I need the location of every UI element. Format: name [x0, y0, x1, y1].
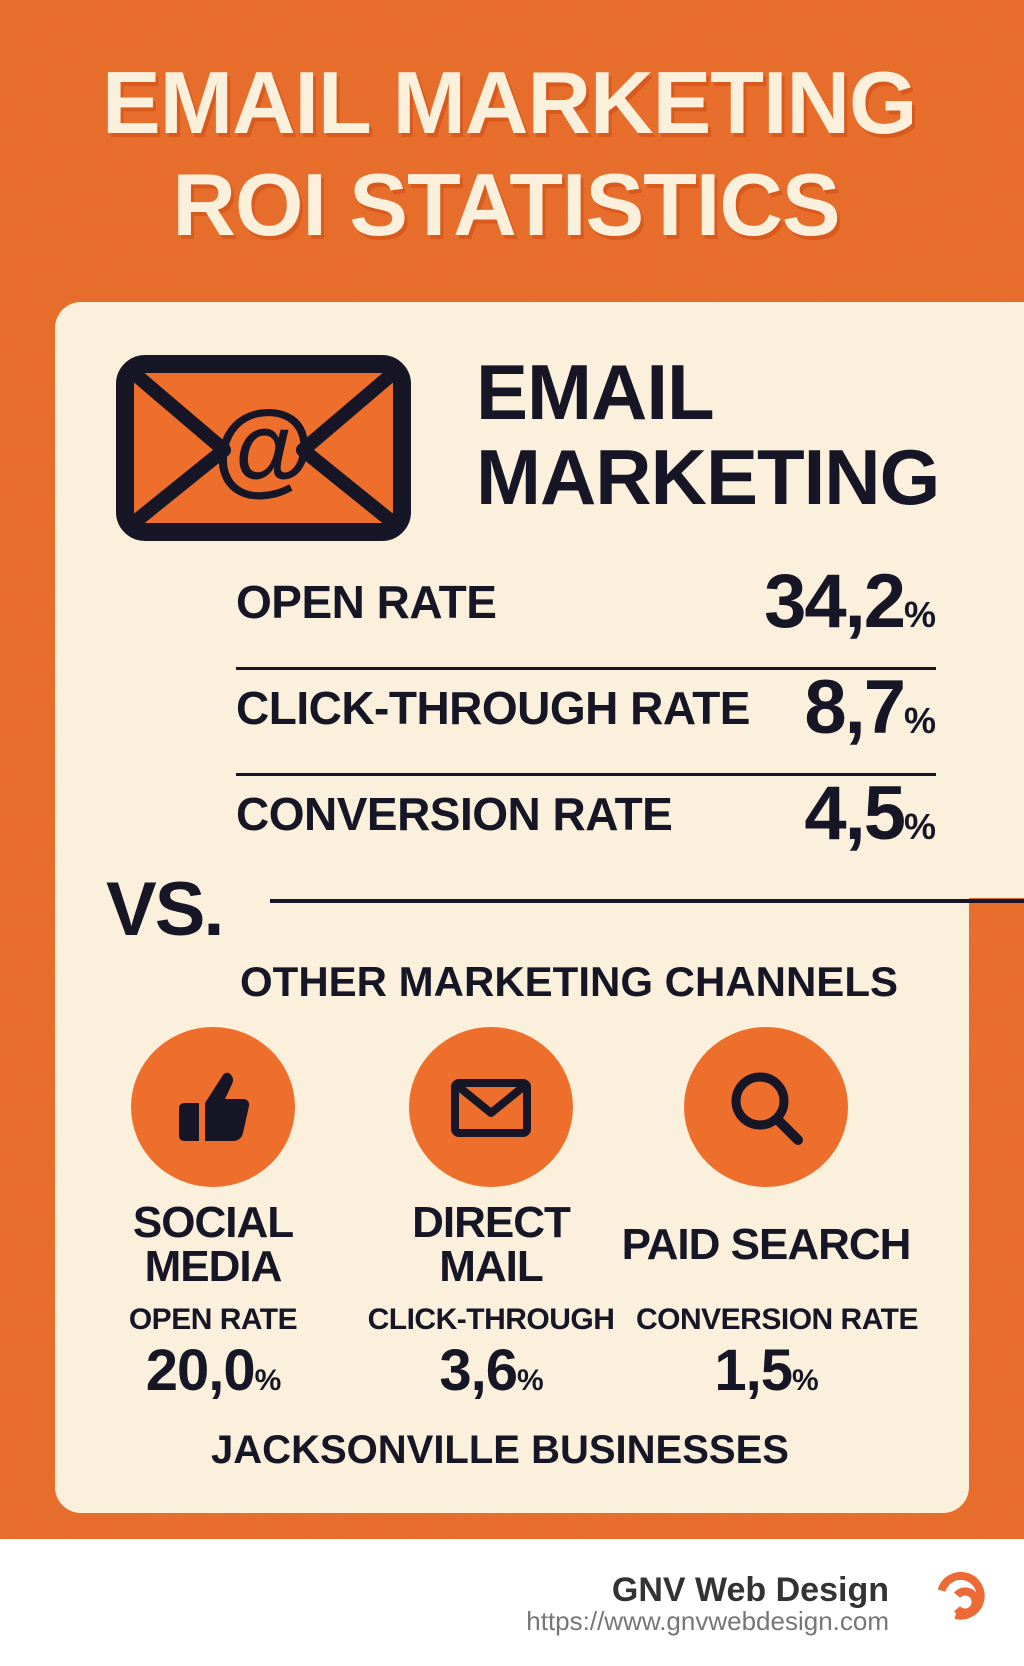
svg-text:@: @	[213, 390, 314, 506]
